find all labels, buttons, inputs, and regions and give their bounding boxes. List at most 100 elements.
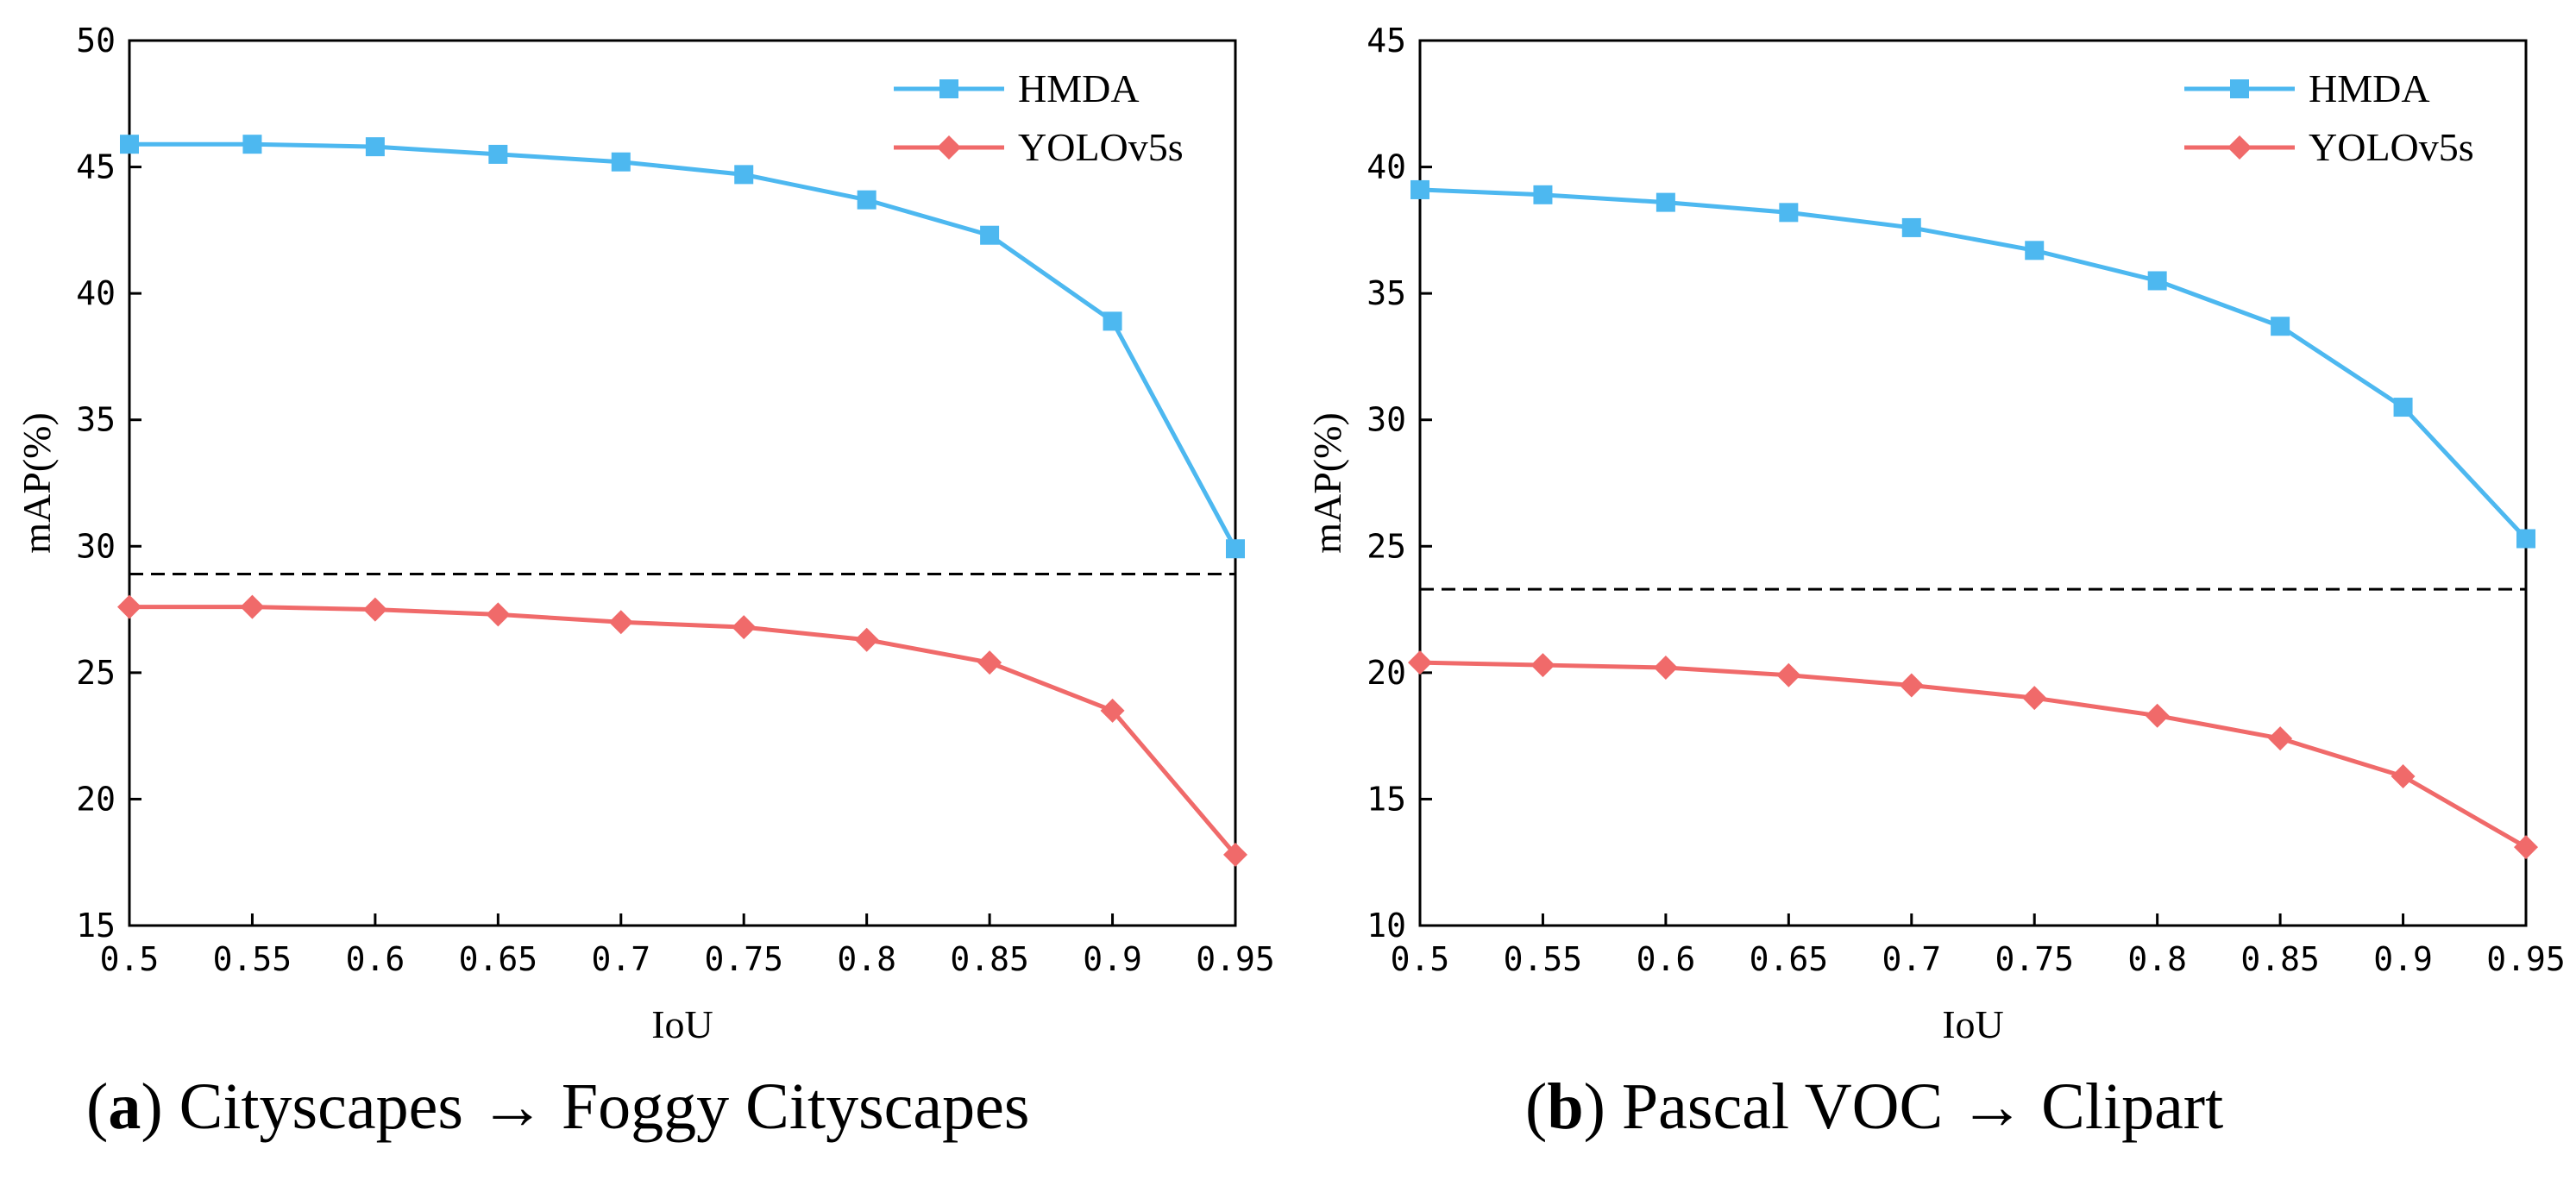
point-yolov5s	[1223, 842, 1247, 867]
point-yolov5s	[2514, 835, 2538, 860]
x-tick-label: 0.85	[2240, 940, 2320, 978]
point-yolov5s	[2022, 686, 2047, 711]
x-tick-label: 0.9	[1083, 940, 1142, 978]
point-hmda	[1779, 203, 1799, 223]
point-hmda	[1226, 539, 1245, 559]
x-tick-label: 0.65	[459, 940, 538, 978]
point-hmda	[857, 190, 876, 210]
legend-marker-yolov5s	[2227, 135, 2252, 160]
point-yolov5s	[1530, 653, 1555, 678]
y-tick-label: 45	[76, 148, 116, 186]
caption-b-text: Pascal VOC → Clipart	[1621, 1070, 2224, 1143]
point-hmda	[1656, 192, 1675, 212]
x-axis-title: IoU	[651, 1002, 713, 1046]
x-tick-label: 0.9	[2373, 940, 2433, 978]
y-tick-label: 15	[1367, 780, 1406, 818]
point-yolov5s	[1899, 673, 1924, 698]
point-yolov5s	[1100, 698, 1125, 723]
chart-panel-a: 0.5 0.55 0.6 0.65 0.7 0.75 0.8 0.85 0.9 0.95 15 20 2…	[15, 22, 1275, 1046]
y-tick-label: 35	[1367, 274, 1406, 312]
point-yolov5s	[1653, 655, 1678, 680]
series-line-hmda	[1419, 187, 2528, 541]
x-tick-label: 0.8	[837, 940, 896, 978]
point-hmda	[1411, 179, 1429, 199]
point-hmda	[2025, 241, 2045, 260]
point-yolov5s	[608, 610, 633, 635]
legend-item-hmda: HMDA	[894, 66, 1140, 110]
y-tick-label: 20	[76, 780, 116, 818]
point-hmda	[2271, 317, 2290, 336]
x-tick-label: 0.75	[1995, 940, 2074, 978]
y-tick-label: 25	[76, 654, 116, 692]
legend-label-hmda: HMDA	[1018, 66, 1140, 110]
y-axis-title: mAP(%)	[15, 412, 59, 554]
point-hmda	[2516, 529, 2535, 549]
x-tick-label: 0.65	[1750, 940, 1829, 978]
point-yolov5s	[362, 597, 387, 622]
y-tick-label: 40	[76, 274, 116, 312]
x-tick-label: 0.55	[1504, 940, 1583, 978]
caption-a: (a) Cityscapes → Foggy Cityscapes	[86, 1070, 1030, 1143]
point-yolov5s	[1408, 650, 1432, 675]
legend-marker-hmda	[939, 79, 958, 98]
y-tick-label: 40	[1367, 148, 1406, 186]
series-line-hmda	[129, 141, 1238, 550]
legend-label-yolov5s: YOLOv5s	[1018, 125, 1184, 169]
point-hmda	[120, 135, 139, 154]
x-tick-label: 0.6	[1637, 940, 1696, 978]
x-tick-label: 0.5	[1391, 940, 1450, 978]
series-line-yolov5s	[1419, 660, 2528, 850]
series-line-yolov5s	[129, 605, 1237, 857]
point-yolov5s	[486, 602, 511, 627]
legend-item-yolov5s: YOLOv5s	[2184, 125, 2474, 169]
y-tick-label: 50	[76, 22, 116, 60]
x-tick-label: 0.8	[2127, 940, 2187, 978]
point-hmda	[1533, 185, 1553, 204]
y-tick-label: 35	[76, 401, 116, 439]
y-tick-label: 30	[1367, 401, 1406, 439]
legend-item-yolov5s: YOLOv5s	[894, 125, 1184, 169]
x-tick-label: 0.7	[1882, 940, 1941, 978]
point-hmda	[242, 135, 262, 154]
point-hmda	[488, 144, 508, 164]
point-yolov5s	[854, 627, 879, 652]
x-tick-label: 0.75	[704, 940, 783, 978]
point-yolov5s	[2268, 726, 2293, 751]
y-tick-label: 30	[76, 527, 116, 565]
plot-frame	[128, 39, 1237, 927]
y-tick-label: 10	[1367, 907, 1406, 945]
x-tick-label: 0.95	[2486, 940, 2566, 978]
point-yolov5s	[117, 594, 141, 619]
point-yolov5s	[2391, 764, 2416, 789]
chart-panel-b: 0.5 0.55 0.6 0.65 0.7 0.75 0.8 0.85 0.9 0.95 10 15 2…	[1305, 22, 2566, 1046]
point-yolov5s	[2145, 703, 2170, 728]
point-hmda	[980, 225, 1000, 245]
x-tick-label: 0.55	[213, 940, 292, 978]
legend-label-yolov5s: YOLOv5s	[2309, 125, 2474, 169]
legend-item-hmda: HMDA	[2184, 66, 2430, 110]
y-tick-label: 25	[1367, 527, 1406, 565]
point-hmda	[2393, 398, 2413, 417]
legend-marker-hmda	[2230, 79, 2249, 98]
y-tick-label: 45	[1367, 22, 1406, 60]
point-hmda	[365, 137, 385, 157]
x-tick-label: 0.7	[591, 940, 650, 978]
x-tick-label: 0.6	[346, 940, 405, 978]
point-yolov5s	[977, 650, 1002, 675]
caption-b-letter: b	[1547, 1070, 1584, 1143]
x-tick-label: 0.95	[1196, 940, 1275, 978]
x-axis-title: IoU	[1942, 1002, 2004, 1046]
caption-a-text: Cityscapes → Foggy Cityscapes	[179, 1070, 1030, 1143]
point-yolov5s	[240, 594, 265, 619]
x-tick-label: 0.85	[950, 940, 1029, 978]
caption-b: (b) Pascal VOC → Clipart	[1525, 1070, 2224, 1143]
point-yolov5s	[732, 615, 757, 640]
point-yolov5s	[1776, 662, 1801, 687]
legend-marker-yolov5s	[937, 135, 961, 160]
x-tick-label: 0.5	[100, 940, 160, 978]
y-axis-title: mAP(%)	[1305, 412, 1349, 554]
point-hmda	[1901, 217, 1921, 237]
point-hmda	[734, 165, 754, 185]
legend-label-hmda: HMDA	[2309, 66, 2430, 110]
